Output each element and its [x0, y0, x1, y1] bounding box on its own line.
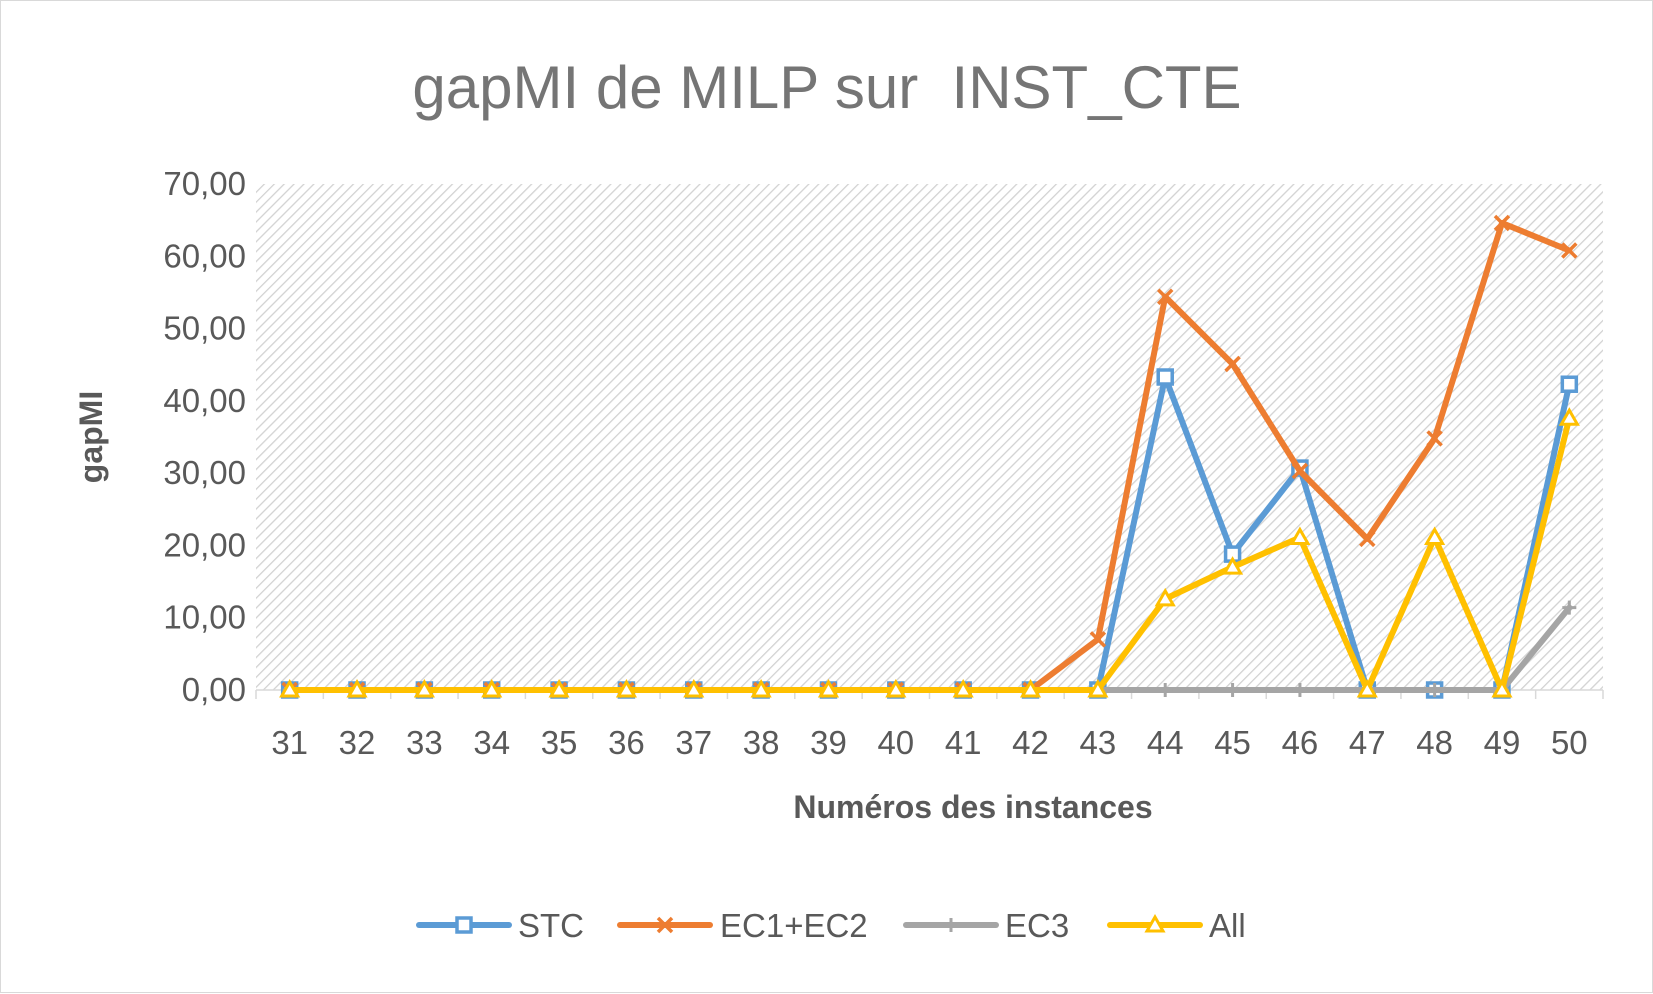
x-tick-label: 50: [1551, 724, 1588, 761]
legend-marker: [455, 916, 473, 934]
data-point-ec3: [1158, 683, 1173, 697]
chart-title: gapMI de MILP sur INST_CTE: [412, 54, 1241, 121]
x-tick-label: 39: [810, 724, 847, 761]
data-point-ec1-ec2: [1426, 430, 1443, 447]
data-point-all: [279, 678, 301, 698]
legend-marker: [656, 916, 674, 934]
y-tick-label: 60,00: [163, 237, 246, 274]
data-point-all: [885, 678, 907, 698]
data-point-all: [1087, 678, 1109, 698]
series-layer: [279, 214, 1580, 699]
data-point-all: [1289, 526, 1311, 545]
x-axis-title: Numéros des instances: [793, 789, 1152, 825]
y-tick-label: 70,00: [163, 165, 246, 202]
data-point-all: [615, 678, 638, 698]
x-tick-label: 42: [1012, 724, 1049, 761]
x-tick-label: 44: [1147, 724, 1184, 761]
x-tick-label: 40: [877, 724, 914, 761]
y-tick-label: 10,00: [163, 599, 246, 636]
x-tick-label: 48: [1416, 724, 1453, 761]
data-point-ec1-ec2: [1156, 288, 1174, 306]
legend-label: All: [1209, 907, 1246, 944]
legend-label: EC3: [1005, 907, 1069, 944]
y-axis-tick-labels: 0,00 10,00 20,00 30,00 40,00 50,00 60,00 70,00: [163, 165, 246, 708]
data-point-stc: [1156, 368, 1174, 386]
data-point-all: [548, 678, 570, 698]
legend-item-stc: STC: [416, 907, 584, 944]
data-point-all: [1154, 587, 1176, 607]
data-point-ec1-ec2: [1359, 530, 1376, 548]
x-tick-label: 45: [1214, 724, 1251, 761]
x-tick-label: 37: [675, 724, 712, 761]
x-tick-label: 34: [473, 724, 510, 761]
x-tick-label: 41: [945, 724, 982, 761]
data-point-all: [1019, 678, 1042, 698]
x-axis-tick-labels: 31 32 33 34 35 36 37 38 39 40 41 42 43 44 45 46 47 48 49 50: [271, 724, 1587, 761]
x-tick-label: 36: [608, 724, 645, 761]
legend-marker: [944, 918, 958, 932]
x-tick-label: 47: [1349, 724, 1386, 761]
data-point-all: [817, 678, 840, 698]
data-point-all: [952, 678, 974, 698]
data-point-ec1-ec2: [1089, 631, 1107, 648]
x-tick-label: 38: [743, 724, 780, 761]
x-tick-label: 31: [271, 724, 308, 761]
data-point-all: [413, 678, 435, 698]
legend-item-ec3: EC3: [903, 907, 1069, 944]
data-point-all: [346, 678, 368, 698]
data-point-ec1-ec2: [1224, 355, 1241, 373]
data-point-all: [1558, 407, 1580, 426]
data-point-all: [1221, 556, 1244, 575]
data-point-all: [683, 678, 705, 698]
data-point-all: [481, 678, 503, 698]
data-point-ec1-ec2: [1493, 214, 1511, 232]
data-point-all: [1424, 526, 1446, 545]
y-tick-label: 40,00: [163, 382, 246, 419]
y-tick-label: 0,00: [182, 671, 246, 708]
y-axis-title: gapMI: [73, 391, 109, 483]
data-point-ec3: [1427, 683, 1442, 697]
legend: STC EC1+EC2 EC3 All: [416, 907, 1246, 944]
data-point-all: [1491, 678, 1513, 698]
legend-item-ec1-ec2: EC1+EC2: [617, 907, 868, 944]
x-tick-label: 49: [1484, 724, 1521, 761]
x-tick-label: 46: [1282, 724, 1319, 761]
data-point-stc: [1560, 375, 1579, 393]
series-line-all: [286, 415, 1573, 693]
y-tick-label: 50,00: [163, 310, 246, 347]
series-all: [279, 407, 1580, 698]
data-point-ec3: [1292, 683, 1307, 697]
legend-label: EC1+EC2: [720, 907, 868, 944]
data-point-ec1-ec2: [1561, 242, 1578, 259]
y-tick-label: 20,00: [163, 526, 246, 563]
x-tick-label: 33: [406, 724, 443, 761]
legend-item-all: All: [1107, 907, 1246, 944]
data-point-ec1-ec2: [1291, 462, 1309, 480]
x-tick-label: 32: [339, 724, 376, 761]
y-tick-label: 30,00: [163, 454, 246, 491]
plot-area: [256, 184, 1603, 690]
legend-label: STC: [518, 907, 584, 944]
x-tick-label: 43: [1080, 724, 1117, 761]
data-point-all: [750, 678, 772, 698]
legend-marker: [1144, 913, 1166, 933]
x-tick-label: 35: [541, 724, 578, 761]
data-point-ec3: [1562, 600, 1577, 615]
data-point-ec3: [1225, 683, 1240, 697]
data-point-all: [1356, 678, 1378, 698]
